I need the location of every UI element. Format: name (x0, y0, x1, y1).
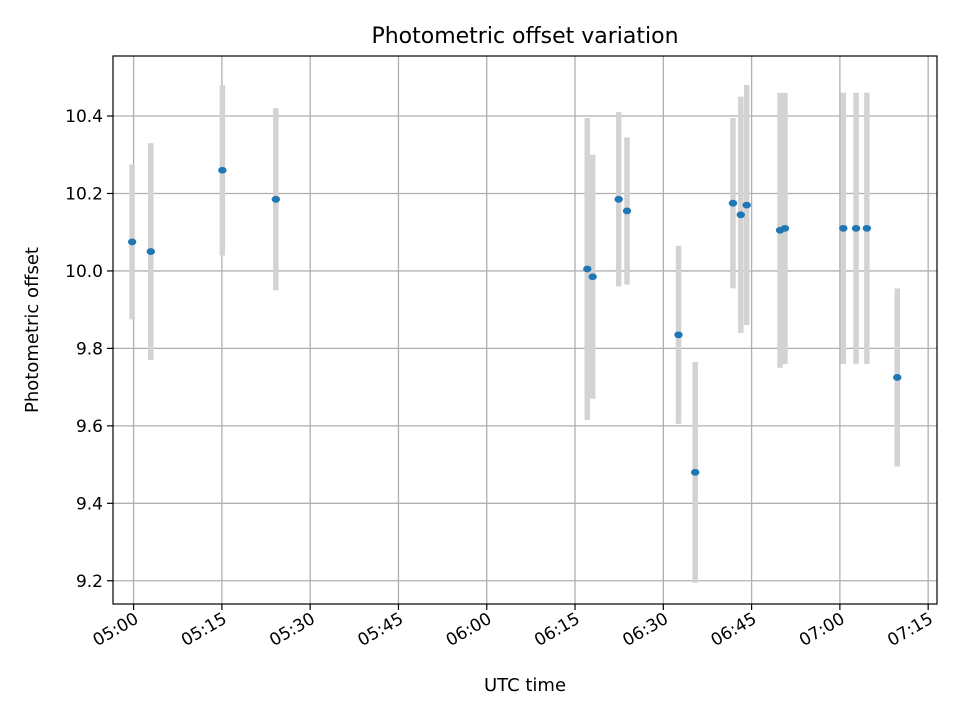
data-point (862, 224, 872, 232)
y-axis-ticks: 9.2 9.4 9.6 9.8 10.0 10.2 10.4 (65, 107, 113, 592)
data-point (622, 207, 632, 215)
data-point (742, 201, 751, 209)
chart-title: Photometric offset variation (371, 24, 678, 49)
data-point (851, 224, 861, 232)
y-axis-label: Photometric offset (22, 247, 43, 413)
data-point (893, 374, 902, 381)
y-tick-label: 9.2 (76, 572, 103, 592)
data-point (127, 238, 137, 246)
data-point (674, 331, 683, 339)
data-point (271, 195, 281, 203)
y-tick-label: 9.4 (76, 494, 103, 514)
data-point (690, 468, 700, 476)
data-point (146, 248, 155, 255)
data-point (218, 166, 227, 174)
data-point (614, 195, 623, 203)
data-point (588, 273, 597, 281)
y-tick-label: 9.6 (76, 417, 103, 437)
data-point (736, 211, 746, 219)
y-tick-label: 10.4 (65, 107, 103, 127)
y-tick-label: 10.2 (65, 184, 103, 204)
data-point (839, 224, 848, 232)
x-axis-label: UTC time (484, 675, 566, 696)
grid (113, 56, 937, 604)
data-point (780, 224, 790, 232)
plot-frame (112, 55, 938, 605)
data-points (127, 166, 902, 476)
y-tick-label: 9.8 (76, 339, 103, 359)
data-point (728, 199, 738, 207)
data-point (583, 265, 592, 273)
y-tick-label: 10.0 (65, 262, 103, 282)
